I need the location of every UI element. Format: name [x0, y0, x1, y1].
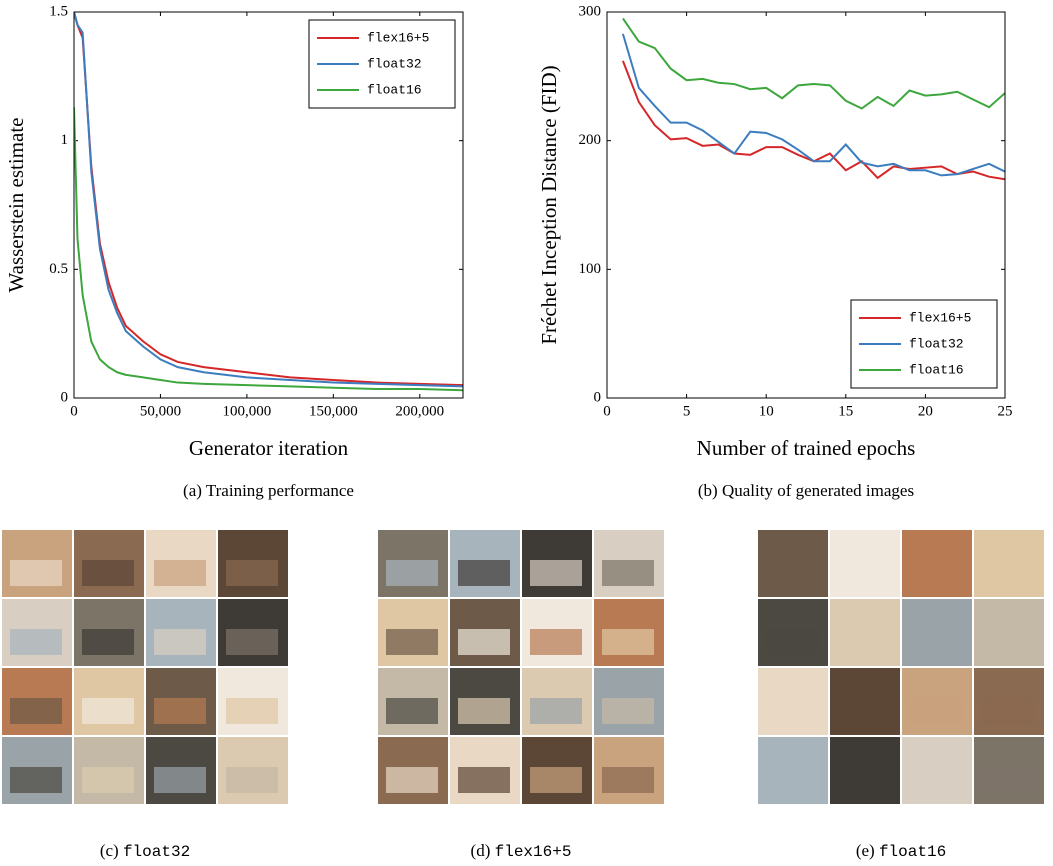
legend-label: flex16+5: [909, 310, 971, 325]
sample-image-detail: [226, 560, 278, 586]
sample-image-detail: [226, 698, 278, 724]
y-axis-label: Wasserstein estimate: [4, 117, 28, 292]
sample-image-detail: [530, 698, 582, 724]
sample-image-detail: [10, 698, 62, 724]
sample-image-detail: [82, 698, 134, 724]
sample-image-detail: [766, 698, 818, 724]
sample-image-detail: [602, 767, 654, 793]
x-tick-label: 0: [70, 403, 78, 419]
subcaption-label: (c): [100, 841, 119, 860]
subcaption-name: float16: [879, 843, 946, 861]
sample-image-detail: [766, 767, 818, 793]
y-axis-label: Fréchet Inception Distance (FID): [537, 65, 561, 344]
sample-image-detail: [226, 767, 278, 793]
y-tick-label: 0: [61, 389, 69, 405]
y-tick-label: 100: [579, 261, 602, 277]
sample-image-detail: [982, 629, 1034, 655]
sample-image-detail: [838, 767, 890, 793]
sample-image-detail: [10, 560, 62, 586]
sample-image-detail: [910, 629, 962, 655]
sample-image-detail: [82, 629, 134, 655]
legend-label: float32: [367, 56, 422, 71]
legend-label: flex16+5: [367, 30, 429, 45]
x-axis-label: Number of trained epochs: [697, 436, 916, 460]
legend-label: float16: [367, 82, 422, 97]
sample-image-detail: [226, 629, 278, 655]
legend-label: float32: [909, 336, 964, 351]
x-tick-label: 25: [998, 403, 1013, 419]
y-tick-label: 1.5: [49, 3, 68, 19]
series-line: [74, 107, 463, 390]
sample-image-detail: [766, 560, 818, 586]
subcaption: (b) Quality of generated images: [698, 481, 914, 500]
sample-image-detail: [386, 560, 438, 586]
x-tick-label: 5: [683, 403, 691, 419]
sample-image-detail: [982, 767, 1034, 793]
sample-image-detail: [154, 629, 206, 655]
sample-image-detail: [154, 698, 206, 724]
sample-image-detail: [838, 560, 890, 586]
subcaption-name: float32: [123, 843, 190, 861]
sample-image-detail: [602, 698, 654, 724]
sample-image-detail: [982, 698, 1034, 724]
sample-image-detail: [910, 698, 962, 724]
series-line: [623, 34, 1005, 176]
x-tick-label: 200,000: [395, 403, 444, 419]
y-tick-label: 0: [594, 389, 602, 405]
figure: 0 0.5 1 1.5 0 50,000 100,000 150,000 200,000 flex…: [0, 0, 1053, 866]
sample-image-detail: [82, 767, 134, 793]
sample-image-detail: [530, 560, 582, 586]
sample-image-detail: [386, 698, 438, 724]
x-tick-label: 15: [838, 403, 853, 419]
sample-image-detail: [386, 767, 438, 793]
sample-image-detail: [10, 767, 62, 793]
y-tick-label: 300: [579, 3, 602, 19]
x-axis-label: Generator iteration: [189, 436, 349, 460]
sample-image-detail: [982, 560, 1034, 586]
subcaption: (c) float32: [100, 841, 190, 861]
plot-area: [623, 18, 1005, 179]
y-tick-label: 1: [61, 132, 69, 148]
x-tick-label: 20: [918, 403, 933, 419]
sample-image-detail: [910, 560, 962, 586]
sample-image-detail: [82, 560, 134, 586]
subcaption: (a) Training performance: [183, 481, 354, 500]
sample-image-detail: [458, 698, 510, 724]
x-tick-label: 0: [603, 403, 611, 419]
subcaption-name: flex16+5: [495, 843, 572, 861]
sample-image-detail: [154, 767, 206, 793]
y-tick-label: 200: [579, 132, 602, 148]
subcaption: (d) flex16+5: [471, 841, 572, 861]
y-tick-label: 0.5: [49, 261, 68, 277]
x-tick-label: 50,000: [140, 403, 181, 419]
sample-image-detail: [602, 560, 654, 586]
subcaption-label: (d): [471, 841, 491, 860]
subcaption-label: (e): [856, 841, 875, 860]
sample-image-detail: [910, 767, 962, 793]
x-tick-label: 150,000: [309, 403, 358, 419]
subcaption: (e) float16: [856, 841, 946, 861]
series-line: [623, 18, 1005, 108]
sample-image-detail: [154, 560, 206, 586]
sample-image-detail: [386, 629, 438, 655]
sample-image-detail: [530, 767, 582, 793]
legend-label: float16: [909, 362, 964, 377]
sample-image-detail: [458, 629, 510, 655]
sample-image-detail: [530, 629, 582, 655]
sample-image-detail: [766, 629, 818, 655]
x-tick-label: 10: [759, 403, 774, 419]
sample-image-detail: [602, 629, 654, 655]
sample-image-detail: [458, 560, 510, 586]
sample-image-detail: [10, 629, 62, 655]
sample-image-detail: [458, 767, 510, 793]
sample-image-detail: [838, 629, 890, 655]
x-tick-label: 100,000: [223, 403, 272, 419]
sample-image-detail: [838, 698, 890, 724]
